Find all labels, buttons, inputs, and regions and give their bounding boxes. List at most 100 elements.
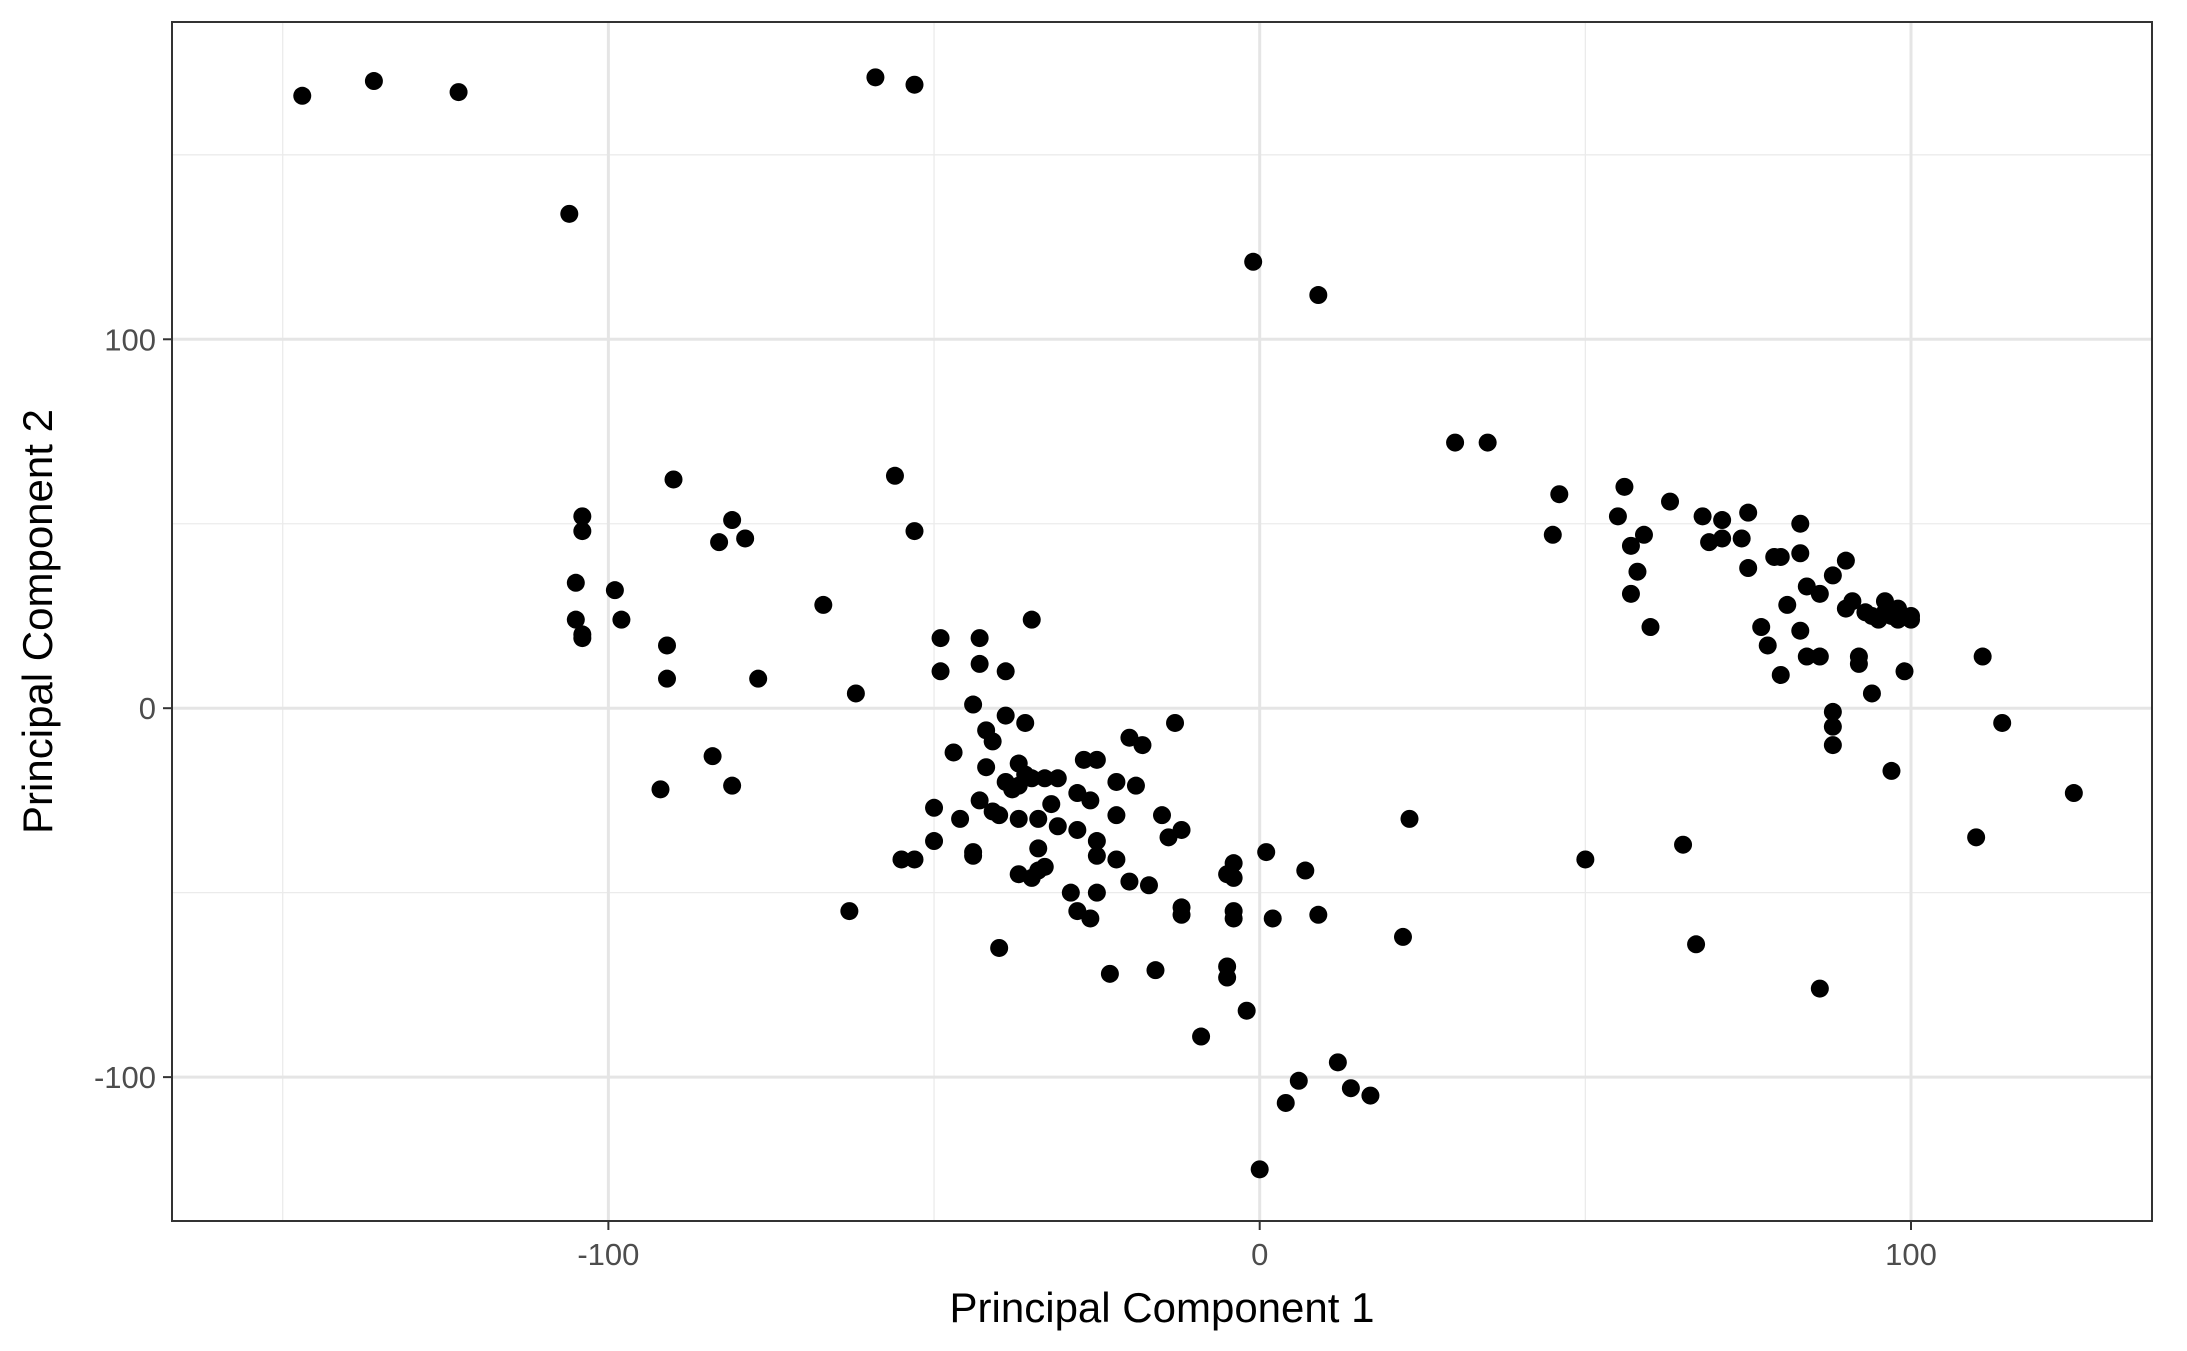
data-point — [1902, 610, 1921, 629]
data-point — [951, 809, 970, 828]
data-point — [1621, 584, 1640, 603]
data-point — [1661, 492, 1680, 511]
data-point — [651, 780, 670, 799]
data-point — [1758, 636, 1777, 655]
data-point — [1100, 964, 1119, 983]
data-point — [1810, 979, 1829, 998]
data-point — [1139, 876, 1158, 895]
data-point — [573, 522, 592, 541]
data-point — [1087, 832, 1106, 851]
data-point — [1843, 592, 1862, 611]
data-point — [1693, 507, 1712, 526]
data-point — [1087, 750, 1106, 769]
data-point — [1224, 854, 1243, 873]
data-point — [1107, 850, 1126, 869]
data-point — [970, 654, 989, 673]
data-point — [1823, 736, 1842, 755]
data-point — [1048, 769, 1067, 788]
data-point — [990, 806, 1009, 825]
data-point — [1009, 809, 1028, 828]
data-point — [1543, 525, 1562, 544]
data-point — [1257, 843, 1276, 862]
data-point — [1361, 1086, 1380, 1105]
data-point — [560, 204, 579, 223]
data-point — [1849, 654, 1868, 673]
data-point — [1087, 846, 1106, 865]
data-point — [1634, 525, 1653, 544]
data-point — [1042, 795, 1061, 814]
data-point — [1791, 544, 1810, 563]
data-point — [1641, 618, 1660, 637]
data-point — [1192, 1027, 1211, 1046]
y-tick-label: 0 — [139, 691, 156, 726]
data-point — [1621, 536, 1640, 555]
data-point — [1895, 662, 1914, 681]
data-point — [703, 747, 722, 766]
data-point — [996, 662, 1015, 681]
data-point — [293, 86, 312, 105]
data-point — [1882, 761, 1901, 780]
data-point — [364, 72, 383, 91]
data-point — [566, 610, 585, 629]
x-tick-label: 100 — [1885, 1237, 1937, 1272]
data-point — [892, 850, 911, 869]
data-point — [1029, 809, 1048, 828]
data-point — [1797, 647, 1816, 666]
data-point — [931, 662, 950, 681]
data-point — [1120, 872, 1139, 891]
data-point — [1153, 806, 1171, 825]
data-point — [931, 629, 950, 648]
data-point — [1328, 1053, 1347, 1072]
data-point — [1172, 905, 1191, 924]
data-point — [1244, 252, 1263, 271]
data-point — [566, 573, 585, 592]
data-point — [1862, 684, 1881, 703]
data-point — [905, 522, 924, 541]
data-point — [1061, 883, 1080, 902]
data-point — [1309, 286, 1328, 305]
data-point — [658, 669, 676, 688]
data-point — [944, 743, 963, 762]
data-point — [1016, 713, 1035, 732]
data-point — [736, 529, 755, 548]
data-point — [1081, 791, 1100, 810]
data-point — [1289, 1071, 1308, 1090]
y-tick-label: 100 — [104, 322, 156, 357]
data-point — [1823, 717, 1842, 736]
data-point — [1218, 968, 1237, 987]
data-point — [664, 470, 683, 489]
data-points — [293, 68, 2083, 1179]
data-point — [925, 798, 944, 817]
data-point — [1081, 909, 1100, 928]
data-point — [1074, 750, 1093, 769]
data-point — [840, 902, 859, 921]
data-point — [2064, 784, 2083, 803]
data-point — [1576, 850, 1595, 869]
data-point — [1823, 702, 1842, 721]
data-point — [1035, 769, 1054, 788]
data-point — [1107, 806, 1126, 825]
data-point — [983, 732, 1002, 751]
data-point — [1341, 1079, 1360, 1098]
data-point — [1973, 647, 1992, 666]
data-point — [1166, 713, 1185, 732]
x-tick-label: -100 — [577, 1237, 639, 1272]
data-point — [846, 684, 865, 703]
data-point — [1400, 809, 1419, 828]
data-point — [977, 758, 996, 777]
data-point — [1739, 559, 1758, 578]
plot-panel-border — [171, 21, 2153, 1222]
data-point — [905, 75, 924, 94]
data-point — [990, 938, 1009, 957]
data-point — [1159, 828, 1178, 847]
data-point — [723, 776, 742, 795]
data-point — [1810, 647, 1829, 666]
data-point — [1713, 511, 1732, 530]
data-point — [970, 629, 989, 648]
data-point — [1133, 736, 1152, 755]
data-point — [1687, 935, 1706, 954]
y-axis-title: Principal Component 2 — [14, 409, 61, 834]
data-point — [905, 850, 924, 869]
